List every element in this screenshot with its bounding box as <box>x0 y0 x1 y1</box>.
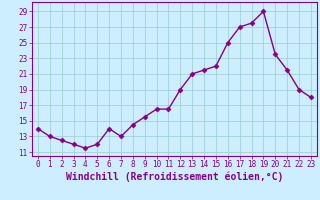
X-axis label: Windchill (Refroidissement éolien,°C): Windchill (Refroidissement éolien,°C) <box>66 172 283 182</box>
